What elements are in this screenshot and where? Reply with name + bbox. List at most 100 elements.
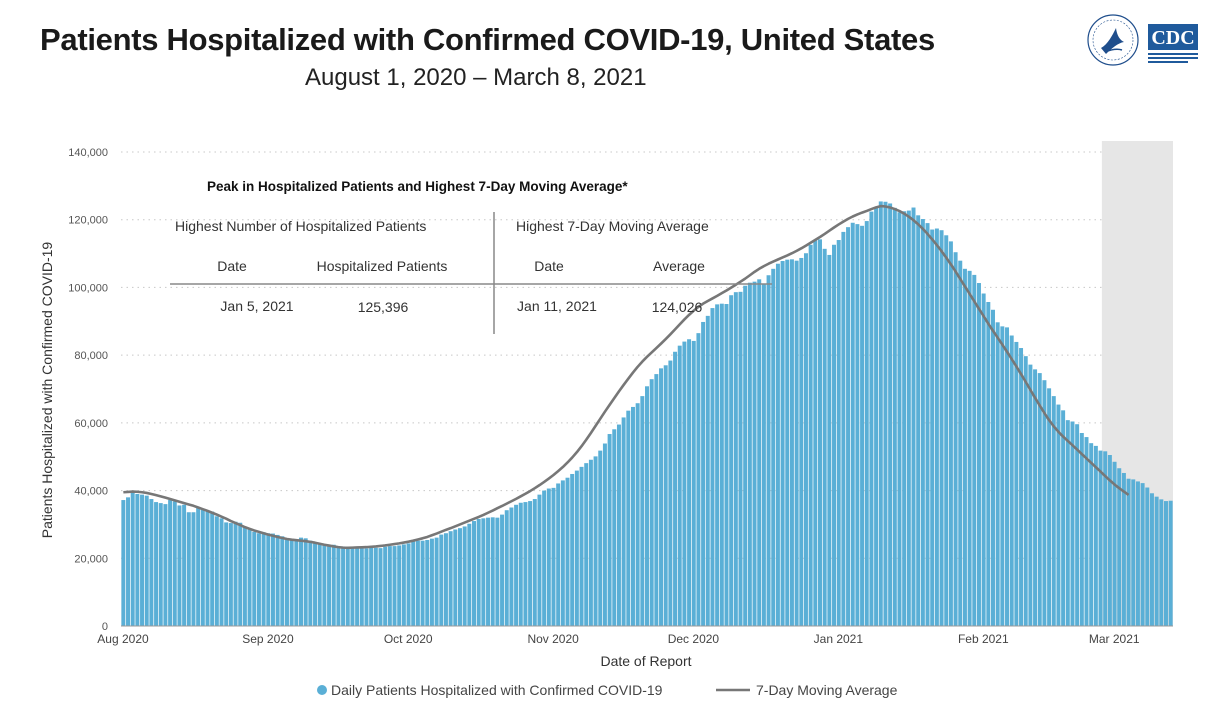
daily-bar [546,488,551,626]
daily-bar [1154,496,1159,626]
daily-bar [654,374,659,626]
daily-bar [878,201,883,626]
daily-bar [364,548,369,626]
daily-bar [560,480,565,626]
daily-bar [350,547,355,626]
daily-bar [808,244,813,626]
chart-subtitle: August 1, 2020 – March 8, 2021 [305,64,647,91]
daily-bar [182,504,187,626]
daily-bar [939,230,944,626]
y-tick-label: 20,000 [74,553,108,565]
y-tick-label: 140,000 [68,147,108,159]
daily-bar [537,494,542,626]
daily-bar [500,514,505,626]
daily-bar [682,341,687,626]
daily-bar [832,244,837,626]
x-tick-label: Mar 2021 [1089,632,1140,646]
daily-bar [158,503,163,626]
daily-bar [420,540,425,626]
daily-bar [799,257,804,626]
daily-bar [126,497,131,626]
daily-bar [570,473,575,626]
daily-bar [345,547,350,626]
daily-bar [827,254,832,626]
daily-bar [944,235,949,627]
daily-bar [210,511,215,626]
daily-bar [976,283,981,626]
daily-bar [1084,437,1089,626]
x-axis-ticks: Aug 2020 Sep 2020 Oct 2020 Nov 2020 Dec 2020… [97,632,1140,646]
daily-bar [284,539,289,626]
daily-bar [205,510,210,626]
daily-bar [1075,424,1080,626]
daily-bar [373,547,378,626]
daily-bar [953,252,958,626]
daily-bar [406,543,411,626]
legend-bar-label: Daily Patients Hospitalized with Confirm… [331,682,663,698]
daily-bar [1051,396,1056,626]
daily-bar [542,490,547,626]
daily-bar [238,522,243,626]
daily-bar [509,507,514,626]
cdc-logo-text: CDC [1151,27,1194,49]
daily-bar [289,540,294,626]
daily-bar [738,291,743,626]
daily-bar [715,304,720,626]
daily-bar [331,544,336,626]
daily-bar [846,227,851,626]
daily-bar [523,502,528,626]
daily-bar [1047,388,1052,626]
daily-bar [930,229,935,626]
daily-bar [640,396,645,626]
daily-bar [701,321,706,626]
daily-bar [149,499,154,626]
daily-bar [1028,364,1033,626]
daily-bar [958,260,963,626]
daily-bar [962,268,967,626]
daily-bar [574,470,579,626]
daily-bar [429,538,434,626]
daily-bar [1019,348,1024,626]
daily-bar [607,434,612,626]
daily-bar [1135,481,1140,626]
daily-bars [121,201,1173,627]
daily-bar [705,315,710,626]
daily-bar [757,279,762,626]
peak-patients-value: 125,396 [358,299,409,315]
daily-bar [1033,369,1038,626]
daily-bar [972,274,977,626]
daily-bar [172,501,177,626]
daily-bar [392,546,397,626]
daily-bar [219,518,224,626]
daily-bar [565,477,570,626]
daily-bar [303,538,308,626]
daily-bar [186,512,191,626]
daily-bar [911,207,916,626]
peak-left-col-patients: Hospitalized Patients [317,258,448,274]
daily-bar [785,259,790,626]
daily-bar [1056,404,1061,626]
daily-bar [598,450,603,626]
daily-bar [154,502,159,626]
daily-bar [457,528,462,626]
daily-bar [906,210,911,626]
daily-bar [1009,335,1014,626]
daily-bar [1061,410,1066,626]
daily-bar [196,507,201,626]
daily-bar [387,546,392,626]
daily-bar [822,248,827,626]
daily-bar [486,517,491,626]
daily-bar [1107,455,1112,626]
daily-bar [472,521,476,626]
daily-bar [1117,468,1122,626]
peak-left-col-date: Date [217,258,247,274]
daily-bar [1168,500,1173,626]
daily-bar [691,340,696,626]
daily-bar [415,540,420,626]
moving-average-line [123,204,1130,550]
daily-bar [794,260,799,626]
daily-bar [439,534,444,626]
daily-bar [467,523,472,626]
daily-bar [995,322,1000,626]
daily-bar [659,368,664,626]
